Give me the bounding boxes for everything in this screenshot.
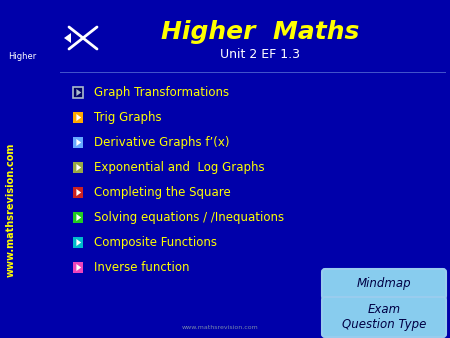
Text: Graph Transformations: Graph Transformations <box>94 86 229 99</box>
Text: www.mathsrevision.com: www.mathsrevision.com <box>182 325 258 330</box>
Polygon shape <box>76 214 81 221</box>
Text: Derivative Graphs f’(x): Derivative Graphs f’(x) <box>94 136 230 149</box>
Text: Exam
Question Type: Exam Question Type <box>342 303 426 331</box>
Text: Higher: Higher <box>8 52 36 61</box>
Text: Solving equations / /Inequations: Solving equations / /Inequations <box>94 211 284 224</box>
Polygon shape <box>76 89 81 96</box>
FancyBboxPatch shape <box>72 137 83 148</box>
Text: www.mathsrevision.com: www.mathsrevision.com <box>6 143 16 277</box>
FancyBboxPatch shape <box>72 262 83 273</box>
FancyBboxPatch shape <box>72 162 83 173</box>
Text: Unit 2 EF 1.3: Unit 2 EF 1.3 <box>220 48 300 61</box>
FancyBboxPatch shape <box>322 269 446 299</box>
FancyBboxPatch shape <box>72 212 83 223</box>
FancyBboxPatch shape <box>322 297 446 337</box>
FancyBboxPatch shape <box>72 237 83 248</box>
Text: Trig Graphs: Trig Graphs <box>94 111 162 124</box>
Polygon shape <box>76 189 81 196</box>
Text: Higher  Maths: Higher Maths <box>161 20 359 44</box>
Text: Mindmap: Mindmap <box>357 277 411 290</box>
Text: Completing the Square: Completing the Square <box>94 186 231 199</box>
FancyBboxPatch shape <box>72 87 83 98</box>
Polygon shape <box>76 239 81 246</box>
Polygon shape <box>76 139 81 146</box>
Polygon shape <box>76 114 81 121</box>
FancyBboxPatch shape <box>72 187 83 198</box>
FancyBboxPatch shape <box>72 112 83 123</box>
Polygon shape <box>76 264 81 271</box>
Text: Exponential and  Log Graphs: Exponential and Log Graphs <box>94 161 265 174</box>
Text: Composite Functions: Composite Functions <box>94 236 217 249</box>
Text: Inverse function: Inverse function <box>94 261 189 274</box>
Polygon shape <box>64 33 71 43</box>
Polygon shape <box>76 164 81 171</box>
